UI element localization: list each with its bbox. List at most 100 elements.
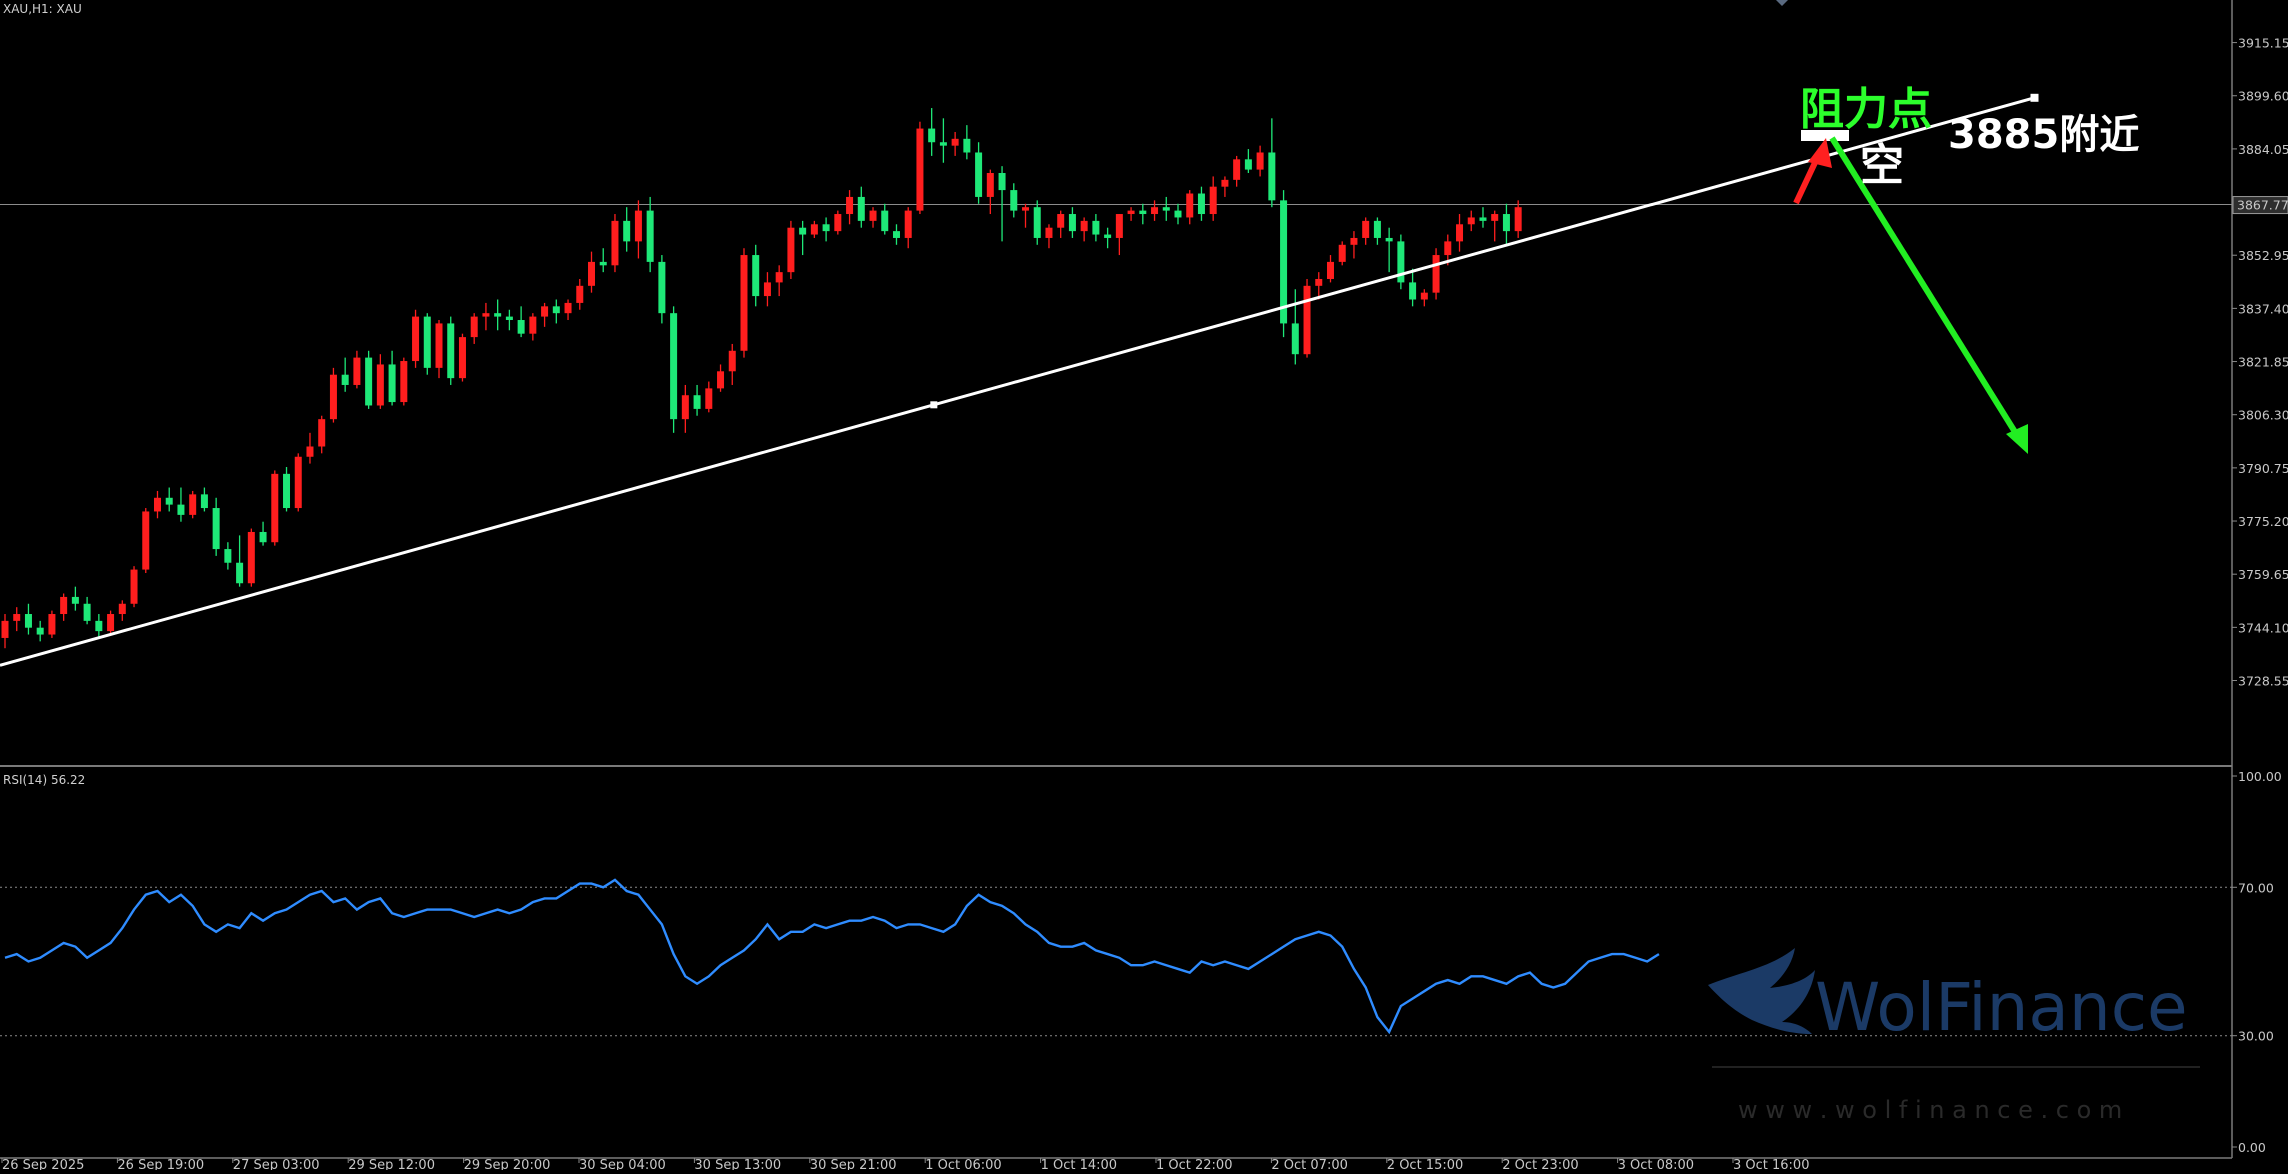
candle[interactable] bbox=[611, 214, 619, 273]
candle[interactable] bbox=[1420, 289, 1428, 307]
candle[interactable] bbox=[353, 350, 361, 389]
candle[interactable] bbox=[1362, 217, 1370, 245]
candle[interactable] bbox=[1303, 278, 1311, 358]
candle[interactable] bbox=[892, 224, 900, 245]
candle-body[interactable] bbox=[458, 337, 466, 379]
candle-body[interactable] bbox=[646, 210, 654, 262]
candle-body[interactable] bbox=[318, 419, 326, 447]
candle[interactable] bbox=[634, 200, 642, 259]
candle[interactable] bbox=[529, 313, 537, 341]
candle[interactable] bbox=[365, 350, 373, 409]
candle-body[interactable] bbox=[728, 350, 736, 372]
candle[interactable] bbox=[1127, 207, 1135, 221]
candle[interactable] bbox=[388, 350, 396, 406]
candle-body[interactable] bbox=[787, 227, 795, 273]
candle-body[interactable] bbox=[118, 603, 126, 615]
candle-body[interactable] bbox=[494, 313, 502, 317]
candle[interactable] bbox=[1338, 241, 1346, 266]
candle[interactable] bbox=[435, 320, 443, 379]
candle[interactable] bbox=[1491, 210, 1499, 242]
candle-body[interactable] bbox=[611, 220, 619, 266]
candle[interactable] bbox=[60, 593, 68, 621]
candle[interactable] bbox=[1162, 196, 1170, 221]
candle[interactable] bbox=[458, 333, 466, 382]
candle[interactable] bbox=[1268, 118, 1276, 208]
candle[interactable] bbox=[1233, 155, 1241, 187]
candle[interactable] bbox=[1221, 176, 1229, 197]
candle-body[interactable] bbox=[752, 255, 760, 297]
candle[interactable] bbox=[670, 306, 678, 433]
candle[interactable] bbox=[857, 186, 865, 228]
candle[interactable] bbox=[1174, 203, 1182, 225]
candle[interactable] bbox=[177, 487, 185, 522]
candle-body[interactable] bbox=[130, 569, 138, 604]
candle[interactable] bbox=[1068, 207, 1076, 238]
candle-body[interactable] bbox=[998, 173, 1006, 191]
candle-body[interactable] bbox=[670, 313, 678, 420]
candle[interactable] bbox=[494, 299, 502, 331]
candle[interactable] bbox=[1197, 186, 1205, 221]
candle[interactable] bbox=[1373, 217, 1381, 245]
candle-body[interactable] bbox=[681, 395, 689, 420]
candle-body[interactable] bbox=[1280, 200, 1288, 324]
candle-body[interactable] bbox=[435, 323, 443, 368]
candle-body[interactable] bbox=[963, 138, 971, 153]
candle[interactable] bbox=[1256, 145, 1264, 177]
candle-body[interactable] bbox=[1151, 207, 1159, 215]
candle-body[interactable] bbox=[1420, 292, 1428, 300]
candle[interactable] bbox=[153, 490, 161, 519]
candle[interactable] bbox=[95, 614, 103, 638]
candle-body[interactable] bbox=[623, 220, 631, 242]
candle[interactable] bbox=[1397, 234, 1405, 290]
candle[interactable] bbox=[200, 487, 208, 512]
candle-body[interactable] bbox=[693, 395, 701, 409]
candle-body[interactable] bbox=[1479, 217, 1487, 221]
candle[interactable] bbox=[1209, 176, 1217, 221]
candle-body[interactable] bbox=[212, 508, 220, 550]
candle[interactable] bbox=[681, 384, 689, 433]
candle-body[interactable] bbox=[259, 531, 267, 543]
candle-body[interactable] bbox=[1115, 214, 1123, 238]
trendline-handle[interactable] bbox=[2030, 93, 2039, 102]
candle-body[interactable] bbox=[1444, 241, 1452, 256]
candle[interactable] bbox=[588, 251, 595, 293]
candle-body[interactable] bbox=[1033, 207, 1041, 238]
candle-body[interactable] bbox=[505, 316, 513, 321]
candle-body[interactable] bbox=[1514, 207, 1522, 232]
candle-body[interactable] bbox=[294, 456, 302, 509]
candle-body[interactable] bbox=[376, 364, 384, 406]
candle-body[interactable] bbox=[517, 320, 525, 334]
candle[interactable] bbox=[916, 121, 924, 215]
candle-body[interactable] bbox=[1068, 214, 1076, 232]
candle-body[interactable] bbox=[1127, 210, 1135, 215]
candle-body[interactable] bbox=[928, 128, 936, 143]
candle[interactable] bbox=[1432, 248, 1440, 300]
candle[interactable] bbox=[541, 302, 549, 327]
candle-body[interactable] bbox=[846, 196, 854, 215]
candle[interactable] bbox=[646, 196, 654, 273]
candle[interactable] bbox=[447, 316, 455, 385]
candle-body[interactable] bbox=[470, 316, 478, 338]
candle[interactable] bbox=[1502, 203, 1510, 245]
candle[interactable] bbox=[318, 415, 326, 454]
candle[interactable] bbox=[1291, 289, 1299, 365]
candle-body[interactable] bbox=[588, 261, 595, 286]
candle[interactable] bbox=[505, 309, 513, 331]
candle-body[interactable] bbox=[599, 261, 607, 266]
candle[interactable] bbox=[599, 248, 607, 273]
candle-body[interactable] bbox=[1397, 241, 1405, 283]
candle[interactable] bbox=[118, 600, 126, 621]
candle[interactable] bbox=[693, 384, 701, 416]
candle-body[interactable] bbox=[541, 306, 549, 317]
candle-body[interactable] bbox=[71, 596, 79, 604]
candle[interactable] bbox=[939, 118, 947, 163]
candle-body[interactable] bbox=[482, 313, 490, 317]
candle-body[interactable] bbox=[165, 497, 173, 505]
candle-body[interactable] bbox=[529, 316, 537, 334]
candle-body[interactable] bbox=[1, 620, 9, 638]
candle[interactable] bbox=[1104, 227, 1112, 249]
candle-body[interactable] bbox=[1373, 220, 1381, 238]
candle-body[interactable] bbox=[705, 388, 713, 409]
candle[interactable] bbox=[904, 207, 912, 249]
